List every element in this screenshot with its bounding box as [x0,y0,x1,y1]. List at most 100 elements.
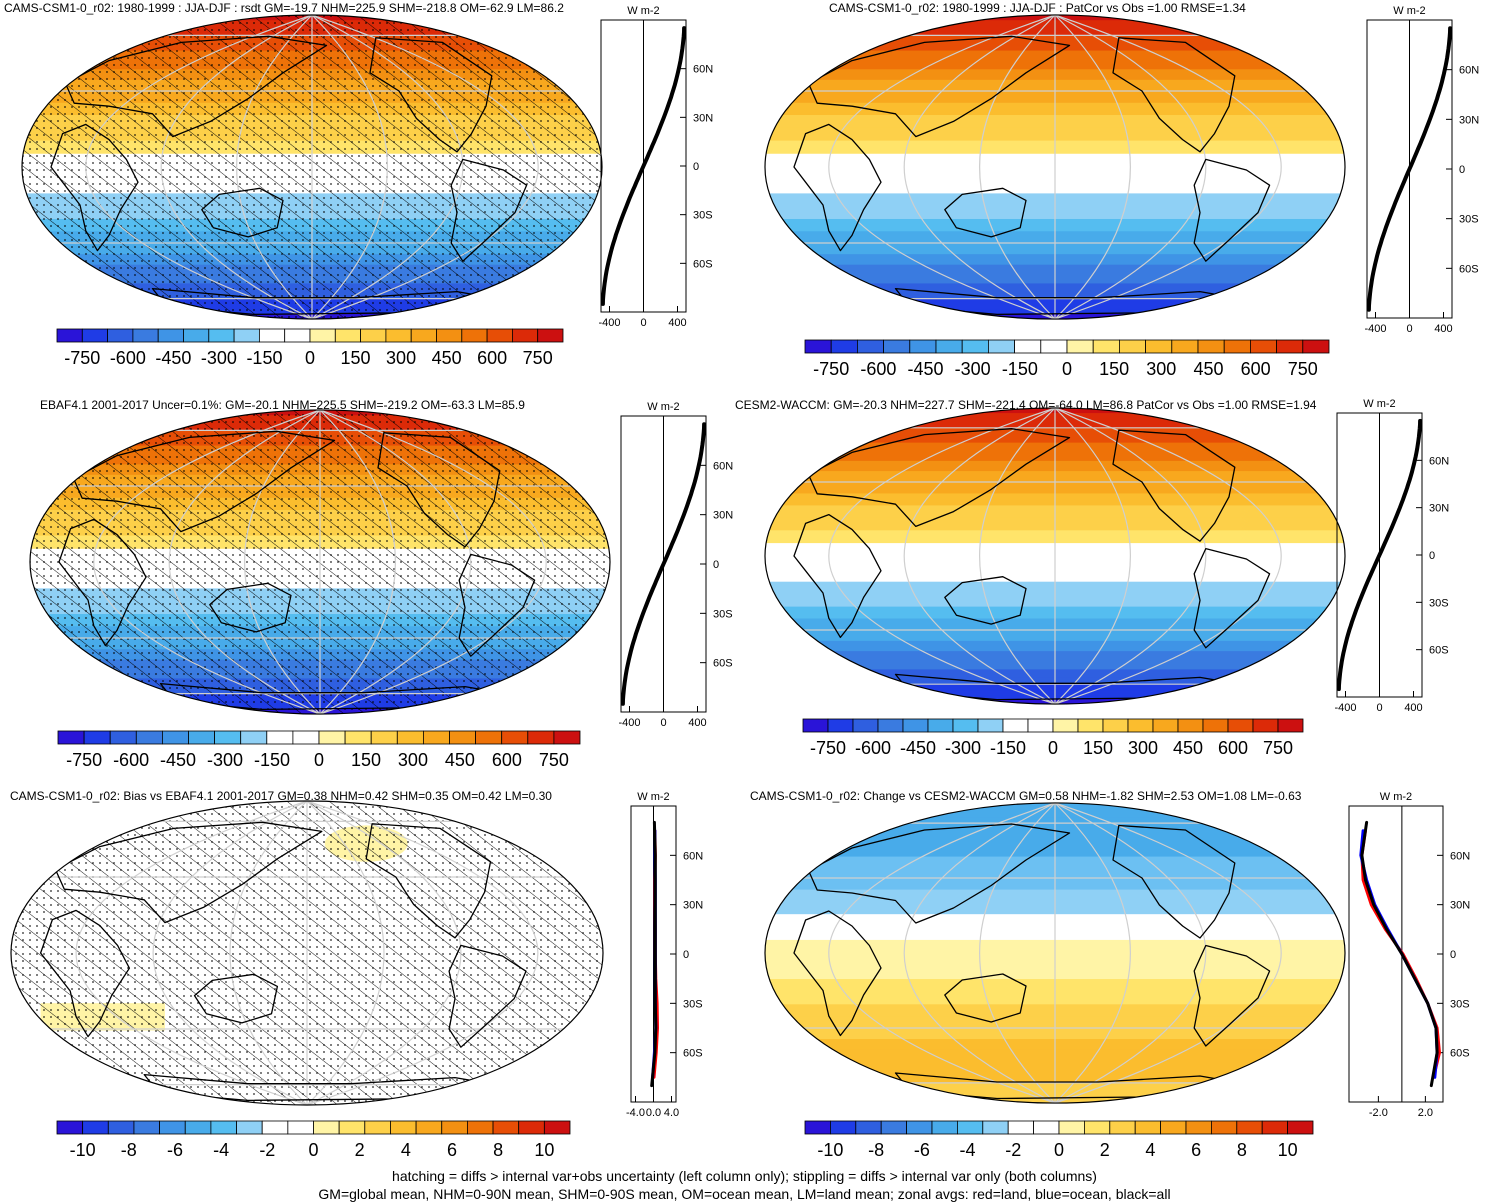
colorbar-box [1302,339,1330,354]
colorbar-box [159,1120,186,1135]
colorbar: -750 -600 -450 -300 -150 0 150 300 450 600 750 [802,718,1304,758]
y-tick-label: 30N [1429,503,1449,515]
colorbar-box [1202,718,1229,733]
colorbar-tick-label: -150 [1002,359,1038,379]
colorbar-tick-label: 750 [523,348,553,368]
units-label: W m-2 [1393,5,1425,17]
colorbar-box [1052,718,1079,733]
colorbar-box [988,339,1016,354]
colorbar-tick-label: 8 [1237,1140,1247,1160]
colorbar-box [877,718,904,733]
meridian [168,409,321,715]
colorbar-box [537,328,564,343]
colorbar-tick-label: 0 [1062,359,1072,379]
colorbar-tick-label: -2 [259,1140,275,1160]
colorbar-tick-label: -10 [817,1140,843,1160]
colorbar-box [1007,1120,1035,1135]
colorbar-box [935,339,963,354]
colorbar-box [56,1120,84,1135]
meridian [306,801,462,1105]
panel-title: CAMS-CSM1-0_r02: 1980-1999 : JJA-DJF : r… [4,1,564,15]
colorbar-box [1084,1120,1111,1135]
coastline [1193,944,1271,1047]
colorbar-tick-label: -6 [914,1140,930,1160]
y-tick-label: 60N [713,460,733,472]
zonal-line-all [1366,26,1453,312]
panel-2: -400 0 400 60N 30N 0 30S 60S W m-2 -750 -600 -450 -3… [764,1,1479,379]
meridian [979,802,1056,1104]
colorbar-tick-label: 150 [351,750,381,770]
map-border [10,800,604,1106]
colorbar-box [233,328,260,343]
meridian [1054,802,1207,1104]
coastline [39,909,131,1038]
meridian [903,14,1056,320]
units-label: W m-2 [637,791,669,803]
colorbar-box [1077,718,1104,733]
units-label: W m-2 [1380,791,1412,803]
coastline [201,187,284,238]
colorbar-tick-label: 150 [1099,359,1129,379]
colorbar-box [927,718,954,733]
coastline [944,576,1027,625]
y-tick-label: 30S [693,210,713,222]
colorbar-box [236,1120,263,1135]
colorbar-box [309,328,336,343]
colorbar-tick-label: -750 [813,359,849,379]
colorbar-box [1197,339,1225,354]
colorbar-box [1250,339,1278,354]
zonal-line-all [600,26,687,306]
meridian [828,14,1056,320]
colorbar-box [1223,339,1251,354]
meridian [93,409,321,715]
y-tick-label: 0 [713,559,719,571]
y-tick-label: 30N [683,900,703,912]
colorbar-tick-label: 0 [308,1140,318,1160]
colorbar-box [449,730,477,745]
colorbar-box [210,1120,237,1135]
colorbar-box [952,718,979,733]
colorbar-tick-label: 300 [1128,738,1158,758]
y-tick-label: 60N [683,850,703,862]
meridian [1054,14,1282,320]
coastline [944,973,1027,1023]
colorbar-tick-label: -750 [810,738,846,758]
coastline [193,973,279,1024]
coastline [369,37,493,153]
colorbar: -10 -8 -6 -4 -2 0 2 4 6 8 10 [56,1120,571,1160]
colorbar-box [1002,718,1029,733]
map-fill [765,14,1345,320]
meridian [828,407,1056,705]
colorbar-box [107,1120,135,1135]
colorbar-tick-label: 2 [1100,1140,1110,1160]
colorbar-tick-label: 0 [1048,738,1058,758]
meridian [152,801,308,1105]
colorbar-tick-label: 300 [1146,359,1176,379]
x-tick-label: 4.0 [664,1107,679,1119]
colorbar-box [287,1120,314,1135]
colorbar-box [1033,1120,1060,1135]
colorbar-tick-label: 450 [432,348,462,368]
meridian [1054,802,1131,1104]
colorbar-box [1236,1120,1263,1135]
colorbar-box [422,730,450,745]
y-tick-label: 60S [1459,263,1479,275]
y-tick-label: 30N [693,112,713,124]
colorbar-box [906,1120,933,1135]
colorbar-box [802,718,829,733]
x-tick-label: 0.0 [646,1107,661,1119]
colorbar-box [977,718,1004,733]
colorbar-tick-label: -450 [160,750,196,770]
colorbar-box [184,1120,212,1135]
y-tick-label: 60S [1450,1048,1470,1060]
colorbar-box [258,328,286,343]
colorbar-box [1185,1120,1212,1135]
coastline [1112,824,1236,939]
colorbar-box [1014,339,1042,354]
colorbar-box [486,328,513,343]
coastline [807,823,1071,924]
colorbar-box [1227,718,1254,733]
units-label: W m-2 [647,401,679,413]
coastline [72,430,336,533]
